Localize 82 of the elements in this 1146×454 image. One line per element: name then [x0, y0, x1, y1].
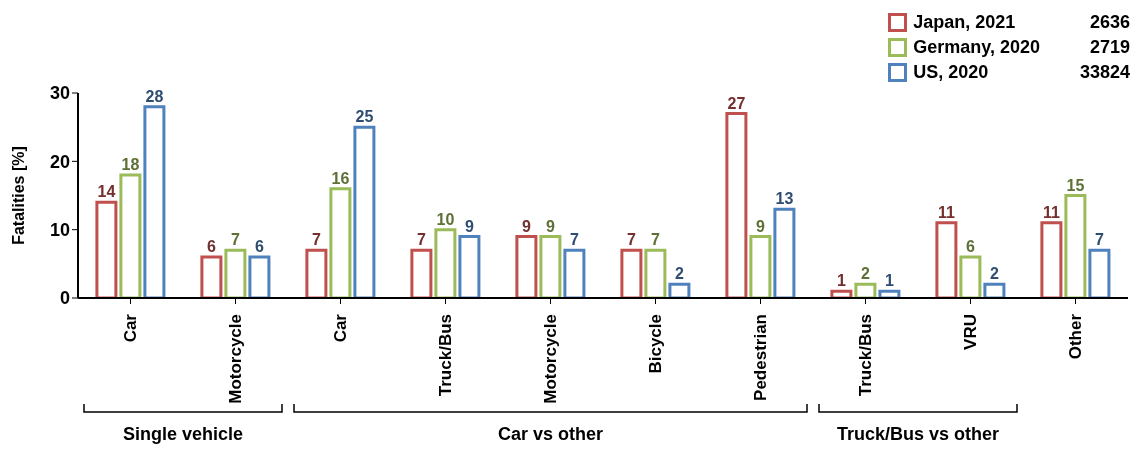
bar — [119, 173, 142, 298]
data-label: 2 — [860, 265, 870, 283]
data-label: 7 — [230, 231, 240, 249]
y-axis-title: Fatalities [%] — [9, 146, 27, 245]
bar — [854, 282, 877, 298]
bar — [329, 187, 352, 298]
data-label: 9 — [464, 217, 474, 235]
legend-label: Japan, 2021 — [913, 12, 1016, 33]
bar — [458, 235, 481, 298]
data-label: 2 — [989, 265, 999, 283]
data-label: 7 — [311, 231, 321, 249]
y-tick-label: 20 — [49, 151, 70, 172]
data-label: 6 — [965, 238, 975, 255]
text: 2719 — [1088, 37, 1130, 58]
x-tick-label: Motorcycle — [541, 314, 560, 404]
x-tick-label: Truck/Bus — [436, 314, 455, 397]
bar — [1064, 194, 1087, 298]
x-tick-label: Car — [331, 313, 350, 343]
text: Truck/Bus vs other — [836, 424, 1000, 444]
data-label: 9 — [755, 217, 765, 235]
bar — [434, 228, 457, 298]
bar — [224, 248, 247, 298]
bar — [620, 248, 643, 298]
data-label: 7 — [416, 231, 426, 249]
bar — [410, 248, 433, 298]
text: 2636 — [1088, 12, 1130, 33]
bar — [305, 248, 328, 298]
data-label: 9 — [521, 217, 531, 235]
data-label: 7 — [626, 231, 636, 249]
data-label: 1 — [836, 272, 846, 290]
data-label: 11 — [937, 203, 955, 221]
x-tick-label: Other — [1066, 313, 1085, 360]
data-label: 2 — [674, 265, 684, 283]
bar — [749, 235, 772, 298]
bar — [773, 207, 796, 298]
y-tick-label: 30 — [49, 83, 70, 104]
data-label: 9 — [545, 217, 555, 235]
data-label: 15 — [1066, 176, 1085, 194]
x-tick-label: Pedestrian — [751, 314, 770, 401]
data-label: 1 — [884, 272, 894, 290]
text: 33824 — [1079, 62, 1130, 83]
bar — [983, 282, 1006, 298]
data-label: 7 — [650, 231, 660, 249]
bar — [1088, 248, 1111, 298]
data-label: 16 — [331, 169, 350, 187]
bar — [935, 221, 958, 298]
x-tick-label: Bicycle — [646, 314, 665, 374]
x-tick-label: Truck/Bus — [856, 314, 875, 397]
x-tick-label: Motorcycle — [226, 314, 245, 404]
data-label: 13 — [775, 190, 794, 208]
bar — [353, 125, 376, 298]
bar — [725, 112, 748, 298]
data-label: 7 — [1094, 231, 1104, 249]
data-label: 6 — [206, 238, 216, 255]
y-tick-label: 10 — [49, 220, 70, 241]
data-label: 27 — [727, 94, 746, 112]
data-label: 10 — [436, 210, 455, 228]
bar — [668, 282, 691, 298]
data-label: 18 — [121, 156, 140, 173]
bar — [248, 255, 271, 298]
data-label: 25 — [355, 108, 374, 126]
data-label: 28 — [145, 87, 164, 105]
text: Single vehicle — [122, 424, 244, 444]
bar — [95, 200, 118, 298]
data-label: 11 — [1042, 203, 1060, 221]
x-tick-label: VRU — [961, 314, 980, 350]
data-label: 7 — [569, 231, 579, 249]
data-label: 6 — [254, 238, 264, 255]
bar — [143, 105, 166, 298]
bar — [1040, 221, 1063, 298]
y-tick-label: 0 — [59, 288, 70, 309]
legend-label: US, 2020 — [913, 62, 989, 83]
bar — [200, 255, 223, 298]
bar — [515, 235, 538, 298]
bar — [644, 248, 667, 298]
bar — [959, 255, 982, 298]
x-tick-label: Car — [121, 313, 140, 343]
data-label: 14 — [97, 183, 116, 201]
bar — [563, 248, 586, 298]
text: Car vs other — [497, 424, 604, 444]
bar — [539, 235, 562, 298]
legend-label: Germany, 2020 — [913, 37, 1040, 58]
